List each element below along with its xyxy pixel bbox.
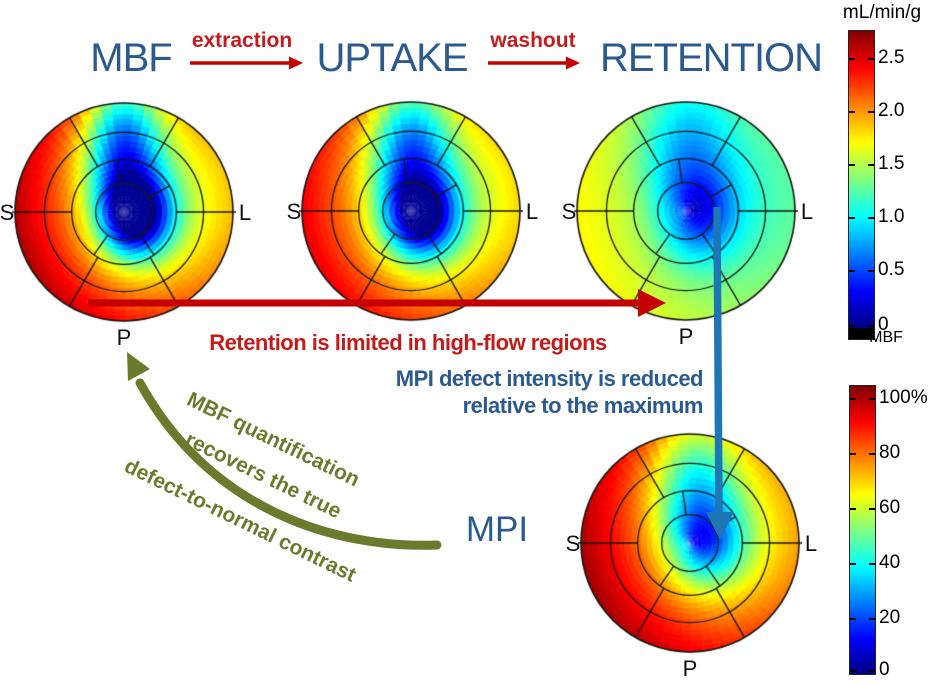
colorbar-tick-label: 60 xyxy=(879,496,901,518)
colorbar-tick-mark xyxy=(869,670,875,673)
septal-label: S xyxy=(565,531,581,556)
polar-map-mbf-canvas xyxy=(12,100,236,324)
lateral-label: L xyxy=(525,199,539,224)
colorbar-tick-mark xyxy=(850,452,856,455)
colorbar-tick-label: 80 xyxy=(879,441,901,463)
colorbar-tick-label: 0 xyxy=(879,659,890,681)
colorbar-tick-mark xyxy=(868,163,874,166)
colorbar-tick-mark xyxy=(850,507,856,510)
washout-label: washout xyxy=(490,29,576,52)
mbf-heading: MBF xyxy=(90,36,172,80)
posterior-label: P xyxy=(682,656,698,681)
uptake-heading: UPTAKE xyxy=(316,36,468,80)
colorbar-tick-mark xyxy=(850,670,856,673)
colorbar-tick-mark xyxy=(850,617,856,620)
extraction-arrow xyxy=(190,56,303,70)
colorbar-tick-label: 1.5 xyxy=(878,152,905,174)
retention-heading: RETENTION xyxy=(599,36,823,80)
polar-map-mbf: S L P xyxy=(0,100,251,350)
colorbar-tick-label: 100% xyxy=(879,386,928,408)
colorbar-flow-unit: mL/min/g xyxy=(842,2,922,23)
colorbar-tick-mark xyxy=(849,111,855,113)
posterior-label: P xyxy=(678,324,694,349)
colorbar-tick-mark xyxy=(868,216,874,219)
posterior-label: P xyxy=(116,325,132,350)
colorbar-tick-mark xyxy=(850,562,856,565)
extraction-label: extraction xyxy=(191,29,293,52)
mpi-note-line1: MPI defect intensity is reduced xyxy=(395,366,704,391)
colorbar-tick-mark xyxy=(849,58,855,61)
colorbar-flow-ticks: 2.5 2.0 1.5 1.0 0.5 0 xyxy=(878,30,934,338)
colorbar-tick-mark xyxy=(849,325,855,328)
colorbar-flow xyxy=(848,30,875,340)
colorbar-tick-label: 0.5 xyxy=(878,258,905,280)
colorbar-tick-mark xyxy=(869,617,875,620)
lateral-label: L xyxy=(800,199,814,224)
septal-label: S xyxy=(561,199,577,224)
colorbar-tick-mark xyxy=(868,111,874,113)
washout-arrow xyxy=(488,56,580,70)
colorbar-flow-footer: MBF xyxy=(869,329,903,346)
colorbar-tick-mark xyxy=(849,269,855,272)
colorbar-percent-ticks: 100% 80 60 40 20 0 xyxy=(879,385,935,680)
colorbar-tick-mark xyxy=(869,562,875,565)
colorbar-tick-mark xyxy=(869,397,875,400)
colorbar-tick-mark xyxy=(849,216,855,219)
polar-map-retention-canvas xyxy=(574,99,798,323)
retention-note: Retention is limited in high-flow region… xyxy=(209,330,607,355)
colorbar-tick-label: 2.5 xyxy=(878,47,905,69)
colorbar-tick-mark xyxy=(869,452,875,455)
mpi-note-line2: relative to the maximum xyxy=(462,393,704,418)
lateral-label: L xyxy=(804,531,818,556)
colorbar-tick-label: 0 xyxy=(878,314,889,336)
lateral-label: L xyxy=(238,200,252,225)
colorbar-tick-label: 40 xyxy=(879,551,901,573)
colorbar-tick-mark xyxy=(868,58,874,61)
polar-map-uptake: S L xyxy=(287,99,538,323)
colorbar-tick-label: 20 xyxy=(879,606,901,628)
colorbar-tick-mark xyxy=(868,269,874,272)
septal-label: S xyxy=(0,200,15,225)
polar-map-uptake-canvas xyxy=(299,99,523,323)
colorbar-tick-label: 1.0 xyxy=(878,205,905,227)
polar-map-retention: S L P xyxy=(562,99,813,349)
colorbar-percent xyxy=(849,385,876,675)
polar-map-mpi: S L P xyxy=(566,431,817,681)
colorbar-tick-label: 2.0 xyxy=(878,100,905,121)
colorbar-tick-mark xyxy=(849,163,855,166)
polar-map-mpi-canvas xyxy=(578,431,802,655)
colorbar-tick-mark xyxy=(869,507,875,510)
colorbar-tick-mark xyxy=(868,325,874,328)
septal-label: S xyxy=(286,199,302,224)
mpi-heading: MPI xyxy=(465,510,529,549)
colorbar-tick-mark xyxy=(850,397,856,400)
